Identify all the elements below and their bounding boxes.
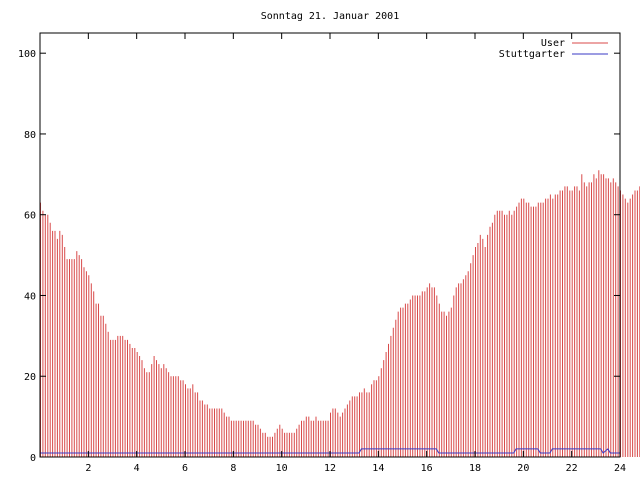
x-tick-label: 10 <box>276 463 288 474</box>
y-tick-label: 40 <box>24 291 36 302</box>
user-series <box>40 170 640 457</box>
x-tick-label: 16 <box>421 463 433 474</box>
x-tick-label: 2 <box>85 463 91 474</box>
legend-label-user: User <box>541 38 565 49</box>
y-tick-label: 60 <box>24 211 36 222</box>
y-tick-label: 20 <box>24 372 36 383</box>
legend-label-stuttgarter: Stuttgarter <box>499 49 565 60</box>
y-tick-label: 80 <box>24 130 36 141</box>
x-tick-label: 14 <box>372 463 384 474</box>
x-tick-label: 22 <box>566 463 578 474</box>
x-tick-label: 12 <box>324 463 336 474</box>
x-tick-label: 4 <box>134 463 140 474</box>
x-axis: 2 4 6 8 10 12 14 16 18 20 22 24 <box>85 33 626 474</box>
y-tick-label: 0 <box>30 453 36 464</box>
y-axis: 0 20 40 60 80 100 <box>18 49 620 464</box>
x-tick-label: 24 <box>614 463 626 474</box>
x-tick-label: 8 <box>230 463 236 474</box>
stuttgarter-series-line <box>40 448 620 454</box>
x-tick-label: 18 <box>469 463 481 474</box>
legend: User Stuttgarter <box>499 38 608 60</box>
y-tick-label: 100 <box>18 49 36 60</box>
x-tick-label: 6 <box>182 463 188 474</box>
x-tick-label: 20 <box>517 463 529 474</box>
chart-title: Sonntag 21. Januar 2001 <box>261 11 399 22</box>
